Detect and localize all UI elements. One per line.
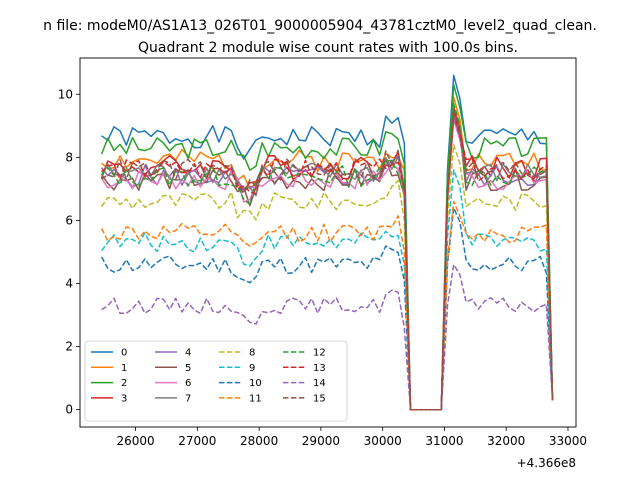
series-line-6 — [100, 118, 554, 411]
legend-label-12: 12 — [313, 348, 326, 359]
legend-label-14: 14 — [313, 378, 326, 389]
x-axis: 26000 27000 28000 29000 30000 31000 32000 33000 — [116, 427, 587, 448]
y-axis: 0 2 4 6 8 10 — [58, 87, 80, 417]
legend-label-6: 6 — [185, 378, 191, 389]
legend-label-13: 13 — [313, 363, 326, 374]
legend-label-7: 7 — [185, 393, 191, 404]
legend-label-4: 4 — [185, 348, 191, 359]
legend-label-0: 0 — [121, 348, 127, 359]
y-tick-label: 10 — [58, 87, 73, 101]
legend-label-3: 3 — [121, 393, 127, 404]
series-line-10 — [100, 207, 554, 411]
series-line-15 — [101, 115, 554, 411]
x-tick-label: 27000 — [178, 434, 216, 448]
legend-frame — [84, 340, 348, 422]
legend-label-2: 2 — [121, 378, 127, 389]
axes-frame — [79, 57, 577, 428]
figure-suptitle: n file: modeM0/AS1A13_026T01_9000005904_… — [43, 18, 597, 34]
series-line-14 — [101, 263, 554, 411]
series-line-12 — [101, 102, 554, 411]
series-line-11 — [100, 200, 554, 411]
legend-label-11: 11 — [249, 393, 262, 404]
x-tick-label: 26000 — [116, 434, 154, 448]
x-offset-label: +4.366e8 — [517, 456, 576, 470]
chart-title: Quadrant 2 module wise count rates with … — [138, 40, 518, 56]
x-tick-label: 29000 — [302, 434, 340, 448]
series-line-8 — [100, 143, 554, 411]
legend-label-1: 1 — [121, 363, 127, 374]
y-tick-label: 8 — [65, 150, 73, 164]
plot-area — [100, 74, 554, 411]
series-line-9 — [101, 169, 554, 411]
x-tick-label: 33000 — [549, 434, 587, 448]
y-tick-label: 4 — [65, 277, 73, 291]
legend-label-8: 8 — [249, 348, 255, 359]
series-line-0 — [101, 74, 554, 411]
series-line-2 — [100, 84, 554, 411]
x-tick-label: 32000 — [487, 434, 525, 448]
legend-label-9: 9 — [249, 363, 255, 374]
y-tick-label: 2 — [65, 340, 73, 354]
legend-label-15: 15 — [313, 393, 326, 404]
x-tick-label: 31000 — [425, 434, 463, 448]
y-tick-label: 0 — [65, 403, 73, 417]
y-tick-label: 6 — [65, 213, 73, 227]
series-line-5 — [100, 109, 554, 411]
x-tick-label: 28000 — [240, 434, 278, 448]
series-line-1 — [101, 96, 554, 411]
legend-label-5: 5 — [185, 363, 191, 374]
x-tick-label: 30000 — [364, 434, 402, 448]
series-line-13 — [101, 112, 554, 411]
legend-label-10: 10 — [249, 378, 262, 389]
